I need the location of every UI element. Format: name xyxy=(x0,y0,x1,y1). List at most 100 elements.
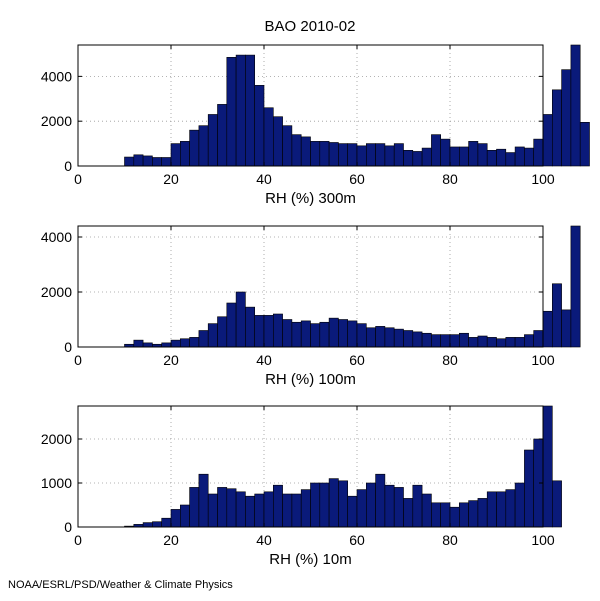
y-tick-label: 0 xyxy=(64,158,72,174)
histogram-bar xyxy=(272,116,283,167)
x-tick-label: 100 xyxy=(531,171,555,187)
histogram-bar xyxy=(152,157,162,167)
histogram-bar xyxy=(245,306,255,348)
histogram-bar xyxy=(403,150,414,167)
histogram-bar xyxy=(142,155,153,167)
histogram-bar xyxy=(300,136,311,167)
histogram-bar xyxy=(449,146,460,167)
histogram-bar xyxy=(291,134,302,167)
histogram-bar xyxy=(524,334,535,348)
histogram-bar xyxy=(421,332,432,348)
x-tick-label: 80 xyxy=(442,352,458,368)
histogram-bar xyxy=(198,473,209,528)
histogram-bar xyxy=(468,337,479,348)
histogram-bar xyxy=(440,138,451,167)
x-tick-label: 60 xyxy=(349,171,365,187)
plot-frame xyxy=(77,44,544,167)
histogram-bar xyxy=(365,327,376,348)
y-tick-label: 4000 xyxy=(41,229,72,245)
histogram-bar xyxy=(226,302,237,348)
histogram-bar xyxy=(338,143,348,167)
histogram-bar xyxy=(198,330,209,348)
histogram-bar xyxy=(189,129,200,167)
y-tick-label: 2000 xyxy=(41,113,72,129)
histogram-bar xyxy=(412,151,423,167)
histogram-bar xyxy=(468,500,479,528)
histogram-bar xyxy=(319,321,330,348)
histogram-bar xyxy=(440,502,451,528)
histogram-bar xyxy=(319,482,330,528)
histogram-bar xyxy=(561,69,572,167)
histogram-bar xyxy=(170,339,181,348)
histogram-bar xyxy=(226,57,237,167)
histogram-bar xyxy=(133,339,144,348)
histogram-bar xyxy=(263,315,274,348)
histogram-bar xyxy=(579,122,590,167)
histogram-bar xyxy=(505,489,516,528)
histogram-bar xyxy=(421,493,432,528)
histogram-bar xyxy=(282,493,293,528)
bars xyxy=(124,405,562,528)
histogram-bar xyxy=(310,323,321,348)
x-tick-label: 60 xyxy=(349,352,365,368)
histogram-bar xyxy=(328,317,339,348)
histogram-bar xyxy=(310,482,321,528)
histogram-bar xyxy=(338,319,348,348)
histogram-bar xyxy=(403,498,414,528)
plot-frame xyxy=(77,405,544,528)
histogram-bar xyxy=(533,330,544,348)
histogram-bar xyxy=(384,145,395,167)
histogram-bar xyxy=(375,143,386,167)
histogram-bar xyxy=(254,493,265,528)
histogram-bar xyxy=(235,54,246,167)
histogram-bar xyxy=(514,482,525,528)
histogram-bar xyxy=(180,338,190,348)
x-tick-label: 20 xyxy=(163,171,179,187)
histogram-bar xyxy=(291,321,302,348)
histogram-bar xyxy=(393,328,404,348)
x-tick-label: 100 xyxy=(531,532,555,548)
x-tick-label: 40 xyxy=(256,171,272,187)
histogram-bar xyxy=(347,495,358,528)
y-tick-label: 0 xyxy=(64,339,72,355)
histogram-bar xyxy=(365,143,376,167)
histogram-bar xyxy=(226,488,237,528)
histogram-bar xyxy=(542,405,553,528)
histogram-bar xyxy=(468,141,479,167)
histogram-bar xyxy=(300,320,311,348)
histogram-bar xyxy=(505,337,516,348)
histogram-bar xyxy=(458,502,469,528)
histogram-bar xyxy=(486,491,497,528)
histogram-bar xyxy=(551,89,562,167)
histogram-bar xyxy=(338,480,348,528)
histogram-bar xyxy=(561,309,572,348)
histogram-bar xyxy=(272,313,283,348)
histogram-bar xyxy=(282,319,293,348)
histogram-bar xyxy=(207,323,218,348)
x-axis-label: RH (%) 100m xyxy=(265,371,356,388)
histogram-bar xyxy=(375,473,386,528)
histogram-bar xyxy=(180,141,190,167)
histogram-bar xyxy=(356,323,367,348)
histogram-bar xyxy=(319,141,330,167)
histogram-bar xyxy=(384,484,395,528)
histogram-bar xyxy=(570,44,581,167)
histogram-bar xyxy=(458,332,469,348)
histogram-bar xyxy=(142,342,153,348)
histogram-bar xyxy=(272,484,283,528)
histogram-bar xyxy=(421,147,432,167)
histogram-bar xyxy=(161,157,172,167)
histogram-bar xyxy=(533,138,544,167)
histogram-bar xyxy=(486,150,497,167)
histogram-bar xyxy=(291,493,302,528)
histogram-bar xyxy=(551,480,562,528)
histogram-bar xyxy=(412,484,423,528)
histogram-bar xyxy=(449,334,460,348)
y-tick-label: 0 xyxy=(64,519,72,535)
x-tick-label: 80 xyxy=(442,532,458,548)
chart-title: BAO 2010-02 xyxy=(265,18,356,35)
y-tick-label: 4000 xyxy=(41,68,72,84)
histogram-bar xyxy=(393,487,404,528)
